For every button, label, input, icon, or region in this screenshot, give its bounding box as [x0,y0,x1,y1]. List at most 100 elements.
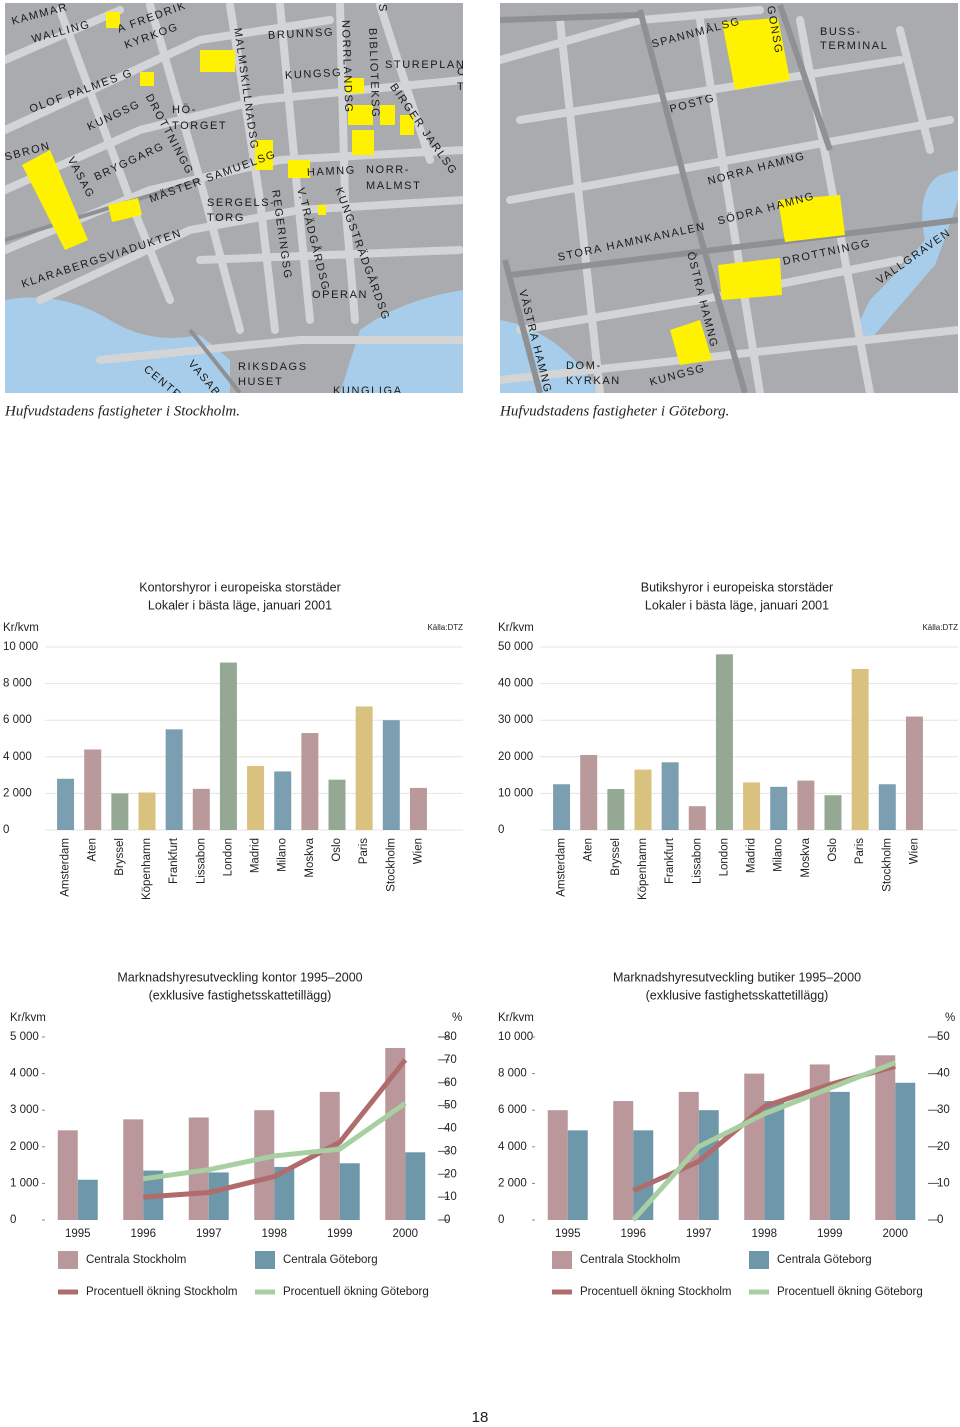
line [142,1101,407,1182]
y-tick-label: 4 000 [10,1068,39,1080]
x-tick-label: Bryssel [610,838,622,876]
street-label: HAMNG [307,164,357,179]
bar [165,729,183,830]
legend-label: Procentuell ökning Göteborg [283,1286,429,1298]
x-tick-label: Köpenhamn [141,838,153,900]
bar [57,778,75,830]
map-caption: Hufvudstadens fastigheter i Göteborg. [499,403,729,419]
y2-tick-label: 50 [444,1100,457,1112]
bar [547,1110,568,1220]
x-tick-label: London [718,838,730,876]
bar [355,706,373,830]
y2-tick-label: 30 [444,1145,457,1157]
street-label: DOM- [566,360,602,372]
legend-label: Centrala Stockholm [86,1254,186,1266]
bar [192,788,210,830]
x-tick-label: Amsterdam [60,838,72,897]
chart-subtitle: Lokaler i bästa läge, januari 2001 [148,598,332,612]
line [143,1058,408,1200]
y-tick-label: 10 000 [498,1031,533,1043]
x-tick-label: Köpenhamn [637,838,649,900]
street-label: S [376,4,388,13]
bar [824,795,842,830]
bar [698,1110,719,1220]
legend-label: Procentuell ökning Göteborg [777,1286,923,1298]
y2-tick-label: 10 [937,1177,950,1189]
legend-swatch [552,1251,572,1269]
street-label: KUNGLIGA [333,385,403,397]
legend-label: Procentuell ökning Stockholm [86,1286,238,1298]
street-label: C [457,66,467,78]
bar [274,1166,295,1220]
street-label: TORG [207,212,245,224]
x-tick-label: Lissabon [195,838,207,884]
bar [567,1130,588,1220]
street-label: HÖ- [172,104,197,116]
bar [111,793,129,830]
y-tick-label: 0 [3,824,9,836]
bar [797,780,815,830]
x-tick-label: 1996 [130,1228,156,1240]
bar [661,762,679,830]
x-tick-label: Frankfurt [168,837,180,884]
y2-axis-label: % [452,1012,462,1024]
street-label: TERMINAL [820,40,888,52]
x-tick-label: 1999 [817,1228,843,1240]
bar [405,1152,426,1220]
y-tick-label: 0 [10,1214,16,1226]
bar [57,1130,78,1220]
bar [851,668,869,830]
y2-tick-label: 0 [444,1214,450,1226]
x-tick-label: Frankfurt [664,837,676,884]
x-tick-label: Milano [773,838,785,872]
bar [409,787,427,830]
y-axis-label: Kr/kvm [10,1012,46,1024]
y-tick-label: 10 000 [3,641,38,653]
x-tick-label: Paris [358,838,370,864]
y-tick-label: 2 000 [3,787,32,799]
bar [829,1091,850,1220]
y-tick-label: 0 [498,1214,504,1226]
y-tick-label: 2 000 [498,1177,527,1189]
street-label: KUNGSG [285,67,343,82]
x-tick-label: 2000 [392,1228,418,1240]
bar [247,765,265,830]
bar [339,1163,360,1220]
street-label: T [457,81,465,93]
street-label: MALMST [366,180,421,192]
bar [553,784,571,830]
street-label: OPERAN [312,289,368,301]
y-axis-label: Kr/kvm [498,1012,534,1024]
chart-title: Marknadshyresutveckling butiker 1995–200… [613,970,861,984]
y2-tick-label: 40 [937,1068,950,1080]
y2-tick-label: 10 [444,1191,457,1203]
y-axis-label: Kr/kvm [498,622,534,634]
bar [84,749,102,830]
x-tick-label: Oslo [827,838,839,862]
bar [123,1119,144,1220]
x-tick-label: Madrid [250,838,262,873]
map-caption: Hufvudstadens fastigheter i Stockholm. [4,403,240,419]
x-tick-label: 1997 [196,1228,222,1240]
chart-title: Kontorshyror i europeiska storstäder [139,580,340,594]
bar [138,792,156,830]
x-tick-label: Bryssel [114,838,126,876]
bar [895,1082,916,1220]
y-tick-label: 5 000 [10,1031,39,1043]
y2-tick-label: 80 [444,1031,457,1043]
line [631,1060,897,1222]
x-tick-label: 1999 [327,1228,353,1240]
x-tick-label: Stockholm [385,838,397,892]
y2-tick-label: 60 [444,1077,457,1089]
y-tick-label: 50 000 [498,641,533,653]
y2-tick-label: 30 [937,1104,950,1116]
street-label: BIBLIOTEKSG [366,28,381,119]
street-label: KYRKAN [566,375,621,387]
x-tick-label: Paris [854,838,866,864]
street-label: STUREPLAN [385,59,465,71]
street-label: NORRLANDSG [339,20,354,114]
street-label: BRUNNSG [268,26,335,41]
y-tick-label: 0 [498,824,504,836]
y-tick-label: 6 000 [3,714,32,726]
